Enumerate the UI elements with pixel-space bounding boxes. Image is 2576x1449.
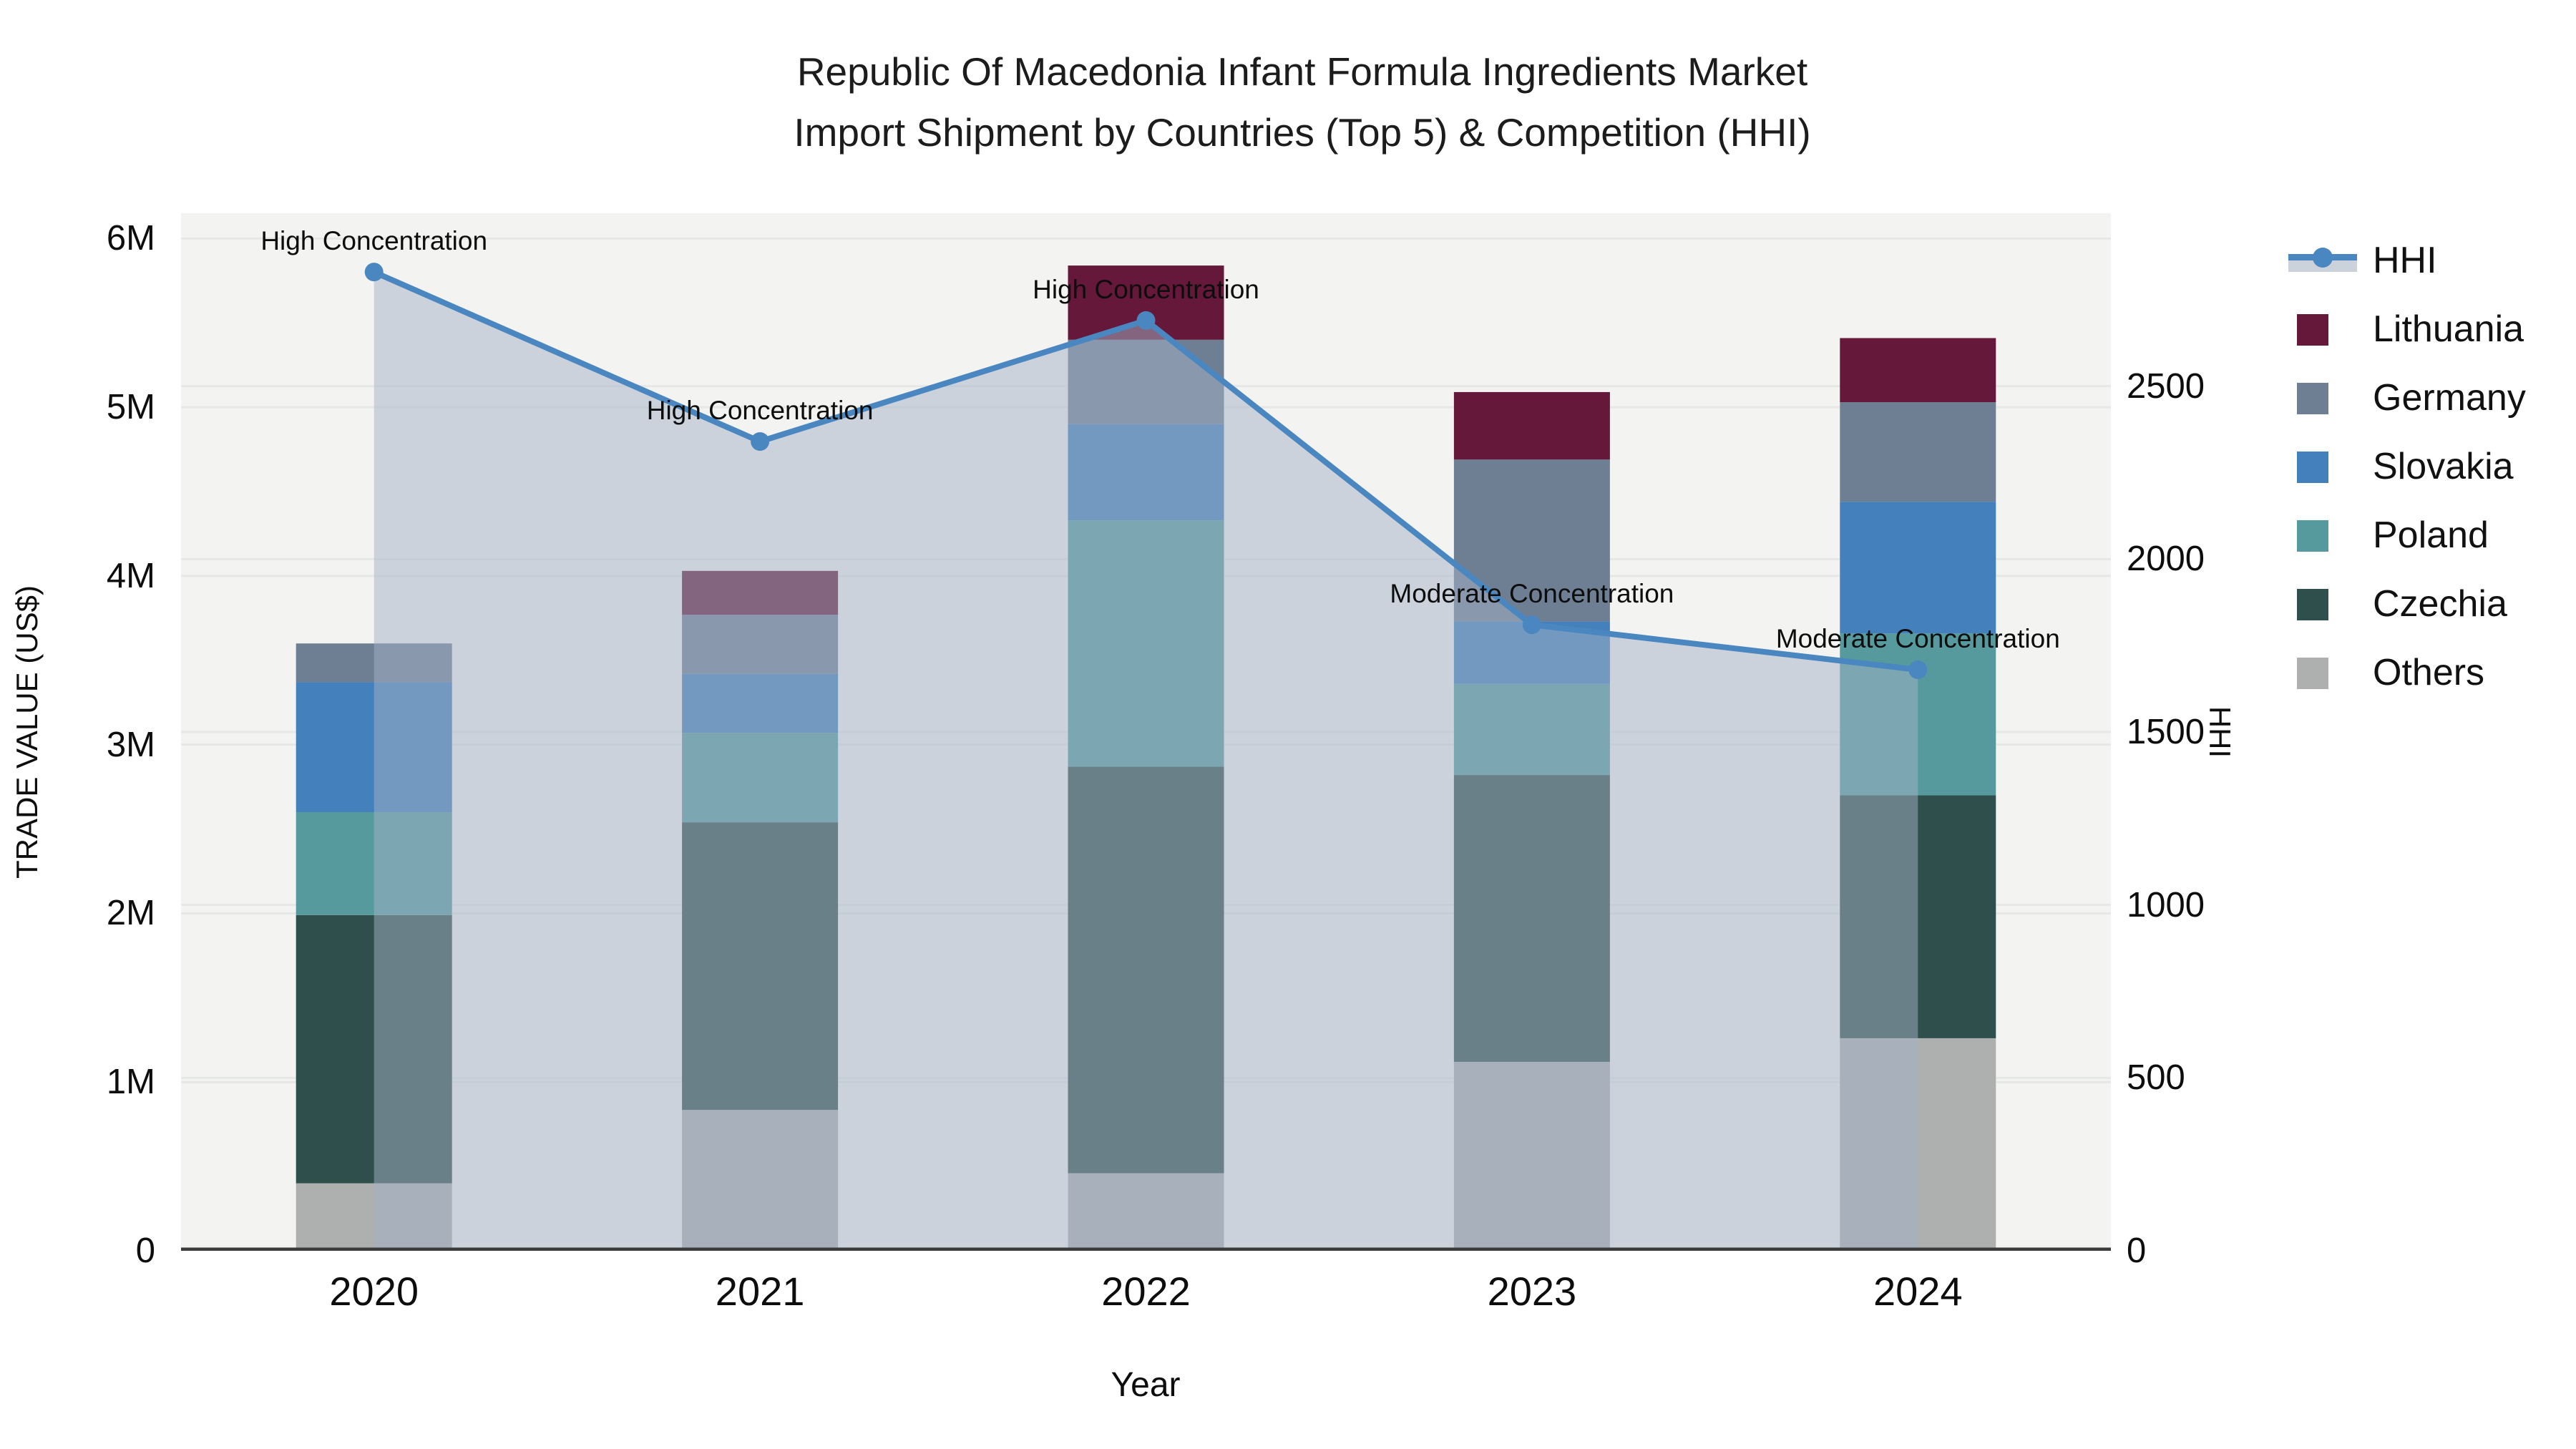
annotation-2021: High Concentration [646,396,874,425]
legend-label-czechia: Czechia [2373,583,2507,625]
y-right-tick-2500: 2500 [2127,366,2205,406]
legend-item-slovakia[interactable]: Slovakia [2288,432,2526,501]
hhi-marker-2022[interactable] [1136,311,1156,330]
y-left-tick-2M: 2M [106,894,155,933]
chart-title-line2: Import Shipment by Countries (Top 5) & C… [794,110,1811,155]
legend-label-slovakia: Slovakia [2373,446,2514,487]
bar-segment-lithuania-2024[interactable] [1840,338,1996,403]
legend-label-germany: Germany [2373,377,2526,419]
hhi-marker-2023[interactable] [1522,615,1541,635]
x-tick-2022: 2022 [1101,1269,1191,1314]
legend-item-others[interactable]: Others [2288,638,2526,707]
legend-swatch-icon [2288,450,2357,483]
legend-swatch-icon [2288,519,2357,552]
y-right-tick-2000: 2000 [2127,540,2205,579]
legend-swatch-icon [2288,313,2357,346]
annotation-2020: High Concentration [260,226,488,256]
annotation-2023: Moderate Concentration [1390,579,1674,609]
annotation-2024: Moderate Concentration [1775,624,2060,653]
legend-item-hhi[interactable]: HHI [2288,226,2526,295]
x-tick-labels: 2020 2021 2022 2023 2024 [181,1262,2111,1319]
hhi-area-fill [374,272,1918,1251]
swatch-poland [2297,520,2328,552]
legend: HHI Lithuania Germany Slovakia Poland Czechia… [2288,226,2526,707]
swatch-germany [2297,383,2328,414]
swatch-lithuania [2297,314,2328,346]
plot-area: High Concentration High Concentration High… [181,213,2111,1251]
x-tick-2024: 2024 [1873,1269,1963,1314]
plot-canvas [181,237,2111,1251]
bar-segment-germany-2024[interactable] [1840,402,1996,502]
legend-item-czechia[interactable]: Czechia [2288,570,2526,638]
y-left-tick-4M: 4M [106,556,155,595]
x-tick-2020: 2020 [329,1269,419,1314]
x-tick-2021: 2021 [715,1269,805,1314]
legend-swatch-icon [2288,381,2357,414]
legend-swatch-icon [2288,587,2357,620]
y-right-tick-labels: 0 500 1000 1500 2000 2500 [2117,213,2281,1270]
annotation-2022: High Concentration [1033,274,1259,304]
swatch-others [2297,658,2328,689]
y-right-tick-500: 500 [2127,1058,2185,1098]
bar-segment-lithuania-2023[interactable] [1453,391,1610,460]
bar-segment-slovakia-2024[interactable] [1840,502,1996,634]
legend-label-lithuania: Lithuania [2373,308,2524,350]
hhi-marker-sample [2313,248,2333,268]
y-left-tick-6M: 6M [106,219,155,258]
legend-label-poland: Poland [2373,514,2489,556]
legend-item-lithuania[interactable]: Lithuania [2288,295,2526,364]
swatch-slovakia [2297,452,2328,483]
legend-line-sample-icon [2288,244,2357,277]
x-axis-title: Year [1111,1366,1181,1404]
legend-item-germany[interactable]: Germany [2288,364,2526,432]
y-right-tick-1000: 1000 [2127,885,2205,924]
hhi-marker-2020[interactable] [364,263,384,282]
y-left-tick-5M: 5M [106,388,155,427]
chart-title-line1: Republic Of Macedonia Infant Formula Ing… [796,49,1808,94]
y-right-tick-1500: 1500 [2127,713,2205,751]
legend-label-hhi: HHI [2373,240,2437,281]
chart-title: Republic Of Macedonia Infant Formula Ing… [794,42,1810,164]
x-tick-2023: 2023 [1487,1269,1577,1314]
y-left-tick-0: 0 [135,1231,155,1270]
y-left-tick-1M: 1M [106,1063,155,1102]
swatch-czechia [2297,589,2328,620]
y-right-axis-title: HHI [2203,706,2237,758]
legend-item-poland[interactable]: Poland [2288,501,2526,570]
hhi-marker-2021[interactable] [751,432,770,451]
y-left-tick-labels: 0 1M 2M 3M 4M 5M 6M [0,213,168,1270]
y-right-tick-0: 0 [2127,1231,2147,1270]
y-left-tick-3M: 3M [106,725,155,764]
legend-label-others: Others [2373,652,2485,693]
y-left-axis-title: TRADE VALUE (US$) [10,585,44,879]
legend-swatch-icon [2288,656,2357,689]
hhi-marker-2024[interactable] [1908,660,1928,679]
